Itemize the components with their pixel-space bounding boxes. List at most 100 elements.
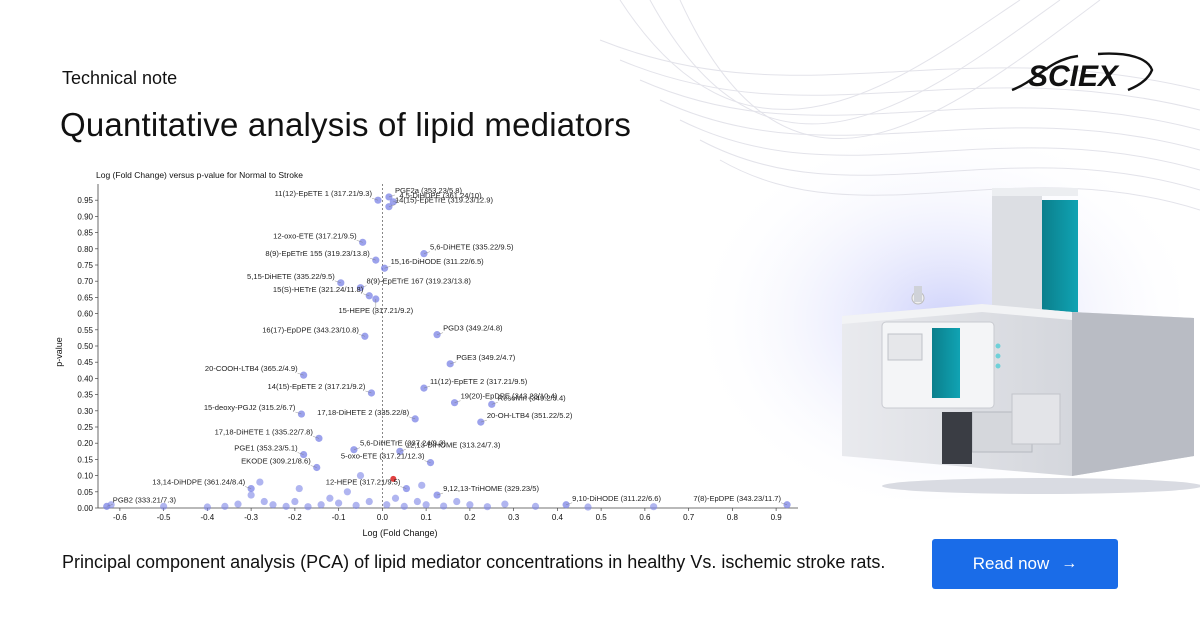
x-tick-label: 0.2 [464, 513, 476, 522]
point-label: 15-HEPE (317.21/9.2) [338, 306, 413, 315]
data-point [374, 196, 382, 204]
label-leader-line [334, 280, 341, 284]
data-point [203, 503, 211, 511]
label-leader-line [369, 257, 376, 261]
label-leader-line [423, 251, 431, 254]
label-leader-line [363, 293, 370, 296]
data-point [413, 497, 421, 506]
y-tick-label: 0.35 [77, 391, 93, 400]
data-point [359, 238, 367, 246]
y-tick-label: 0.05 [77, 488, 93, 497]
data-point [584, 503, 592, 511]
data-point [422, 501, 430, 509]
x-axis-label: Log (Fold Change) [362, 528, 437, 538]
x-tick-label: 0.5 [596, 513, 608, 522]
highlight-point [390, 475, 397, 482]
data-point [501, 500, 509, 508]
label-leader-line [371, 198, 379, 201]
label-leader-line [358, 334, 365, 337]
label-leader-line [245, 486, 252, 489]
x-tick-label: -0.4 [200, 513, 214, 522]
label-leader-line [566, 502, 573, 505]
sciex-logo[interactable]: SCIEX [1008, 50, 1156, 96]
y-tick-label: 0.95 [77, 196, 93, 205]
label-leader-line [780, 502, 788, 505]
data-point [650, 503, 658, 511]
point-label: 4,5-DiHDPE (361.24/10) [399, 191, 482, 200]
chart-ticks: -0.6 -0.5 -0.4 -0.3 -0.2 -0.1 0.0 0.1 0.2 0.3 0.4 0… [77, 196, 782, 522]
x-tick-label: -0.6 [113, 513, 127, 522]
point-label: 5,6-DiHETrE (337.24/9.3) [360, 439, 446, 448]
point-label: 14(15)-EpETrE (319.23/12.9) [395, 196, 494, 205]
point-label: PGD3 (349.2/4.8) [443, 324, 503, 333]
point-label: 8(9)-EpETrE 155 (319.23/13.8) [265, 249, 370, 258]
data-point [483, 503, 491, 511]
y-tick-label: 0.45 [77, 358, 93, 367]
logo-text: SCIEX [1028, 60, 1120, 93]
label-leader-line [399, 449, 406, 452]
label-leader-line [491, 402, 498, 405]
data-point [343, 488, 351, 496]
x-tick-label: 0.9 [771, 513, 783, 522]
label-leader-line [297, 452, 304, 455]
y-tick-label: 0.50 [77, 342, 93, 351]
label-leader-line [312, 436, 320, 439]
point-label: 9,10-DiHODE (311.22/6.6) [572, 494, 661, 503]
y-tick-label: 0.90 [77, 212, 93, 221]
y-tick-label: 0.10 [77, 472, 93, 481]
point-label: 7(8)-EpDPE (343.23/11.7) [693, 494, 781, 503]
point-label: 5-oxo-ETE (317.21/12.3) [341, 452, 425, 461]
point-label: 14(15)-EpETE 2 (317.21/9.2) [268, 382, 366, 391]
y-tick-label: 0.15 [77, 455, 93, 464]
y-tick-label: 0.25 [77, 423, 93, 432]
page-title: Quantitative analysis of lipid mediators [60, 106, 632, 143]
x-tick-label: 0.1 [421, 513, 433, 522]
x-tick-label: 0.8 [727, 513, 739, 522]
point-label: 5,15-DiHETE (335.22/9.5) [247, 272, 335, 281]
data-point [256, 478, 264, 486]
y-tick-label: 0.00 [77, 504, 93, 513]
read-now-button[interactable]: Read now → [932, 539, 1118, 589]
x-tick-label: 0.6 [639, 513, 651, 522]
label-leader-line [480, 419, 487, 423]
point-label: 20-COOH-LTB4 (365.2/4.9) [205, 364, 298, 373]
label-leader-line [388, 204, 396, 207]
data-point [260, 497, 268, 506]
label-leader-line [295, 411, 302, 415]
x-tick-label: -0.5 [157, 513, 171, 522]
y-tick-label: 0.40 [77, 374, 93, 383]
point-label: EKODE (309.21/8.6) [241, 457, 311, 466]
point-label: 12-HEPE (317.21/9.5) [326, 478, 401, 487]
point-label: 5,6-DiHETE (335.22/9.5) [430, 243, 514, 252]
data-point [391, 494, 400, 502]
read-now-label: Read now [972, 554, 1050, 573]
data-point [531, 502, 540, 510]
data-point [337, 279, 345, 287]
point-label: 15,16-DiHODE (311.22/6.5) [391, 257, 485, 266]
data-point [291, 497, 299, 506]
label-leader-line [423, 385, 431, 389]
point-label: 12-oxo-ETE (317.21/9.5) [273, 231, 357, 240]
data-point [356, 284, 365, 292]
chart-labels: PGF2a (353.23/5.8) 11(12)-EpETE 1 (317.21… [106, 186, 788, 507]
y-tick-label: 0.30 [77, 407, 93, 416]
chart-title: Log (Fold Change) versus p-value for Nor… [96, 170, 303, 180]
data-point [356, 472, 365, 480]
point-label: PGE3 (349.2/4.7) [456, 353, 516, 362]
data-point [269, 501, 277, 509]
data-point [389, 198, 397, 206]
data-point [221, 502, 229, 510]
label-leader-line [450, 361, 457, 365]
label-leader-line [388, 194, 396, 198]
data-point [440, 502, 448, 510]
y-tick-label: 0.60 [77, 310, 93, 319]
point-label: 20-OH-LTB4 (351.22/5.2) [487, 411, 573, 420]
data-point [380, 264, 389, 272]
y-tick-label: 0.55 [77, 326, 93, 335]
x-tick-label: 0.0 [377, 513, 389, 522]
point-label: 17,18-DiHETE 2 (335.22/8) [317, 408, 409, 417]
label-leader-line [384, 266, 391, 269]
label-leader-line [353, 447, 361, 450]
y-tick-label: 0.70 [77, 277, 93, 286]
x-tick-label: -0.1 [332, 513, 346, 522]
